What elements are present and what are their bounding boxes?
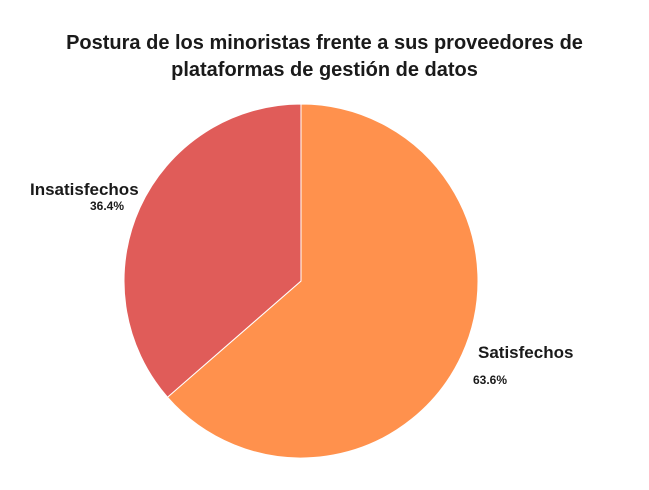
slice-value-satisfechos: 63.6% — [473, 373, 508, 387]
slice-label-insatisfechos: Insatisfechos — [30, 180, 139, 199]
chart-title: Postura de los minoristas frente a sus p… — [66, 32, 583, 81]
slice-label-satisfechos: Satisfechos — [478, 343, 574, 362]
slice-value-insatisfechos: 36.4% — [90, 199, 125, 213]
pie-slice-satisfechos — [166, 103, 479, 459]
pie-slice-insatisfechos — [123, 103, 302, 398]
